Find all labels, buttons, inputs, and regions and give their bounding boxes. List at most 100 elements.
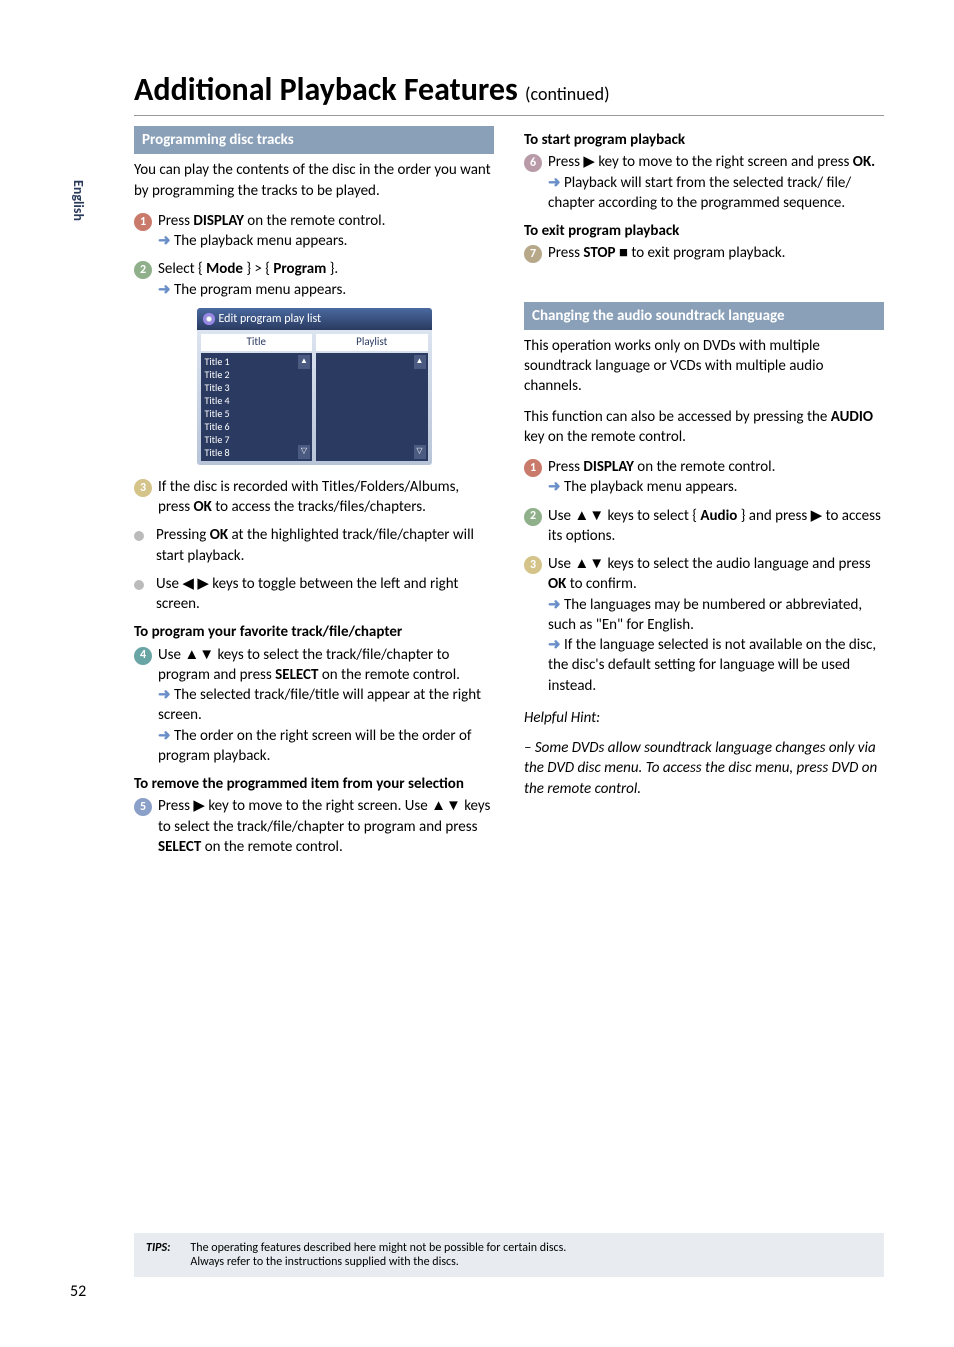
pb-header: Edit program play list xyxy=(197,308,432,330)
p2-b: AUDIO xyxy=(831,408,873,426)
pb-title: Title 1 xyxy=(205,355,309,368)
arrow-icon: ➜ xyxy=(548,596,561,614)
up-arrow-icon xyxy=(184,646,199,664)
subhead-start-playback: To start program playback xyxy=(524,130,884,150)
step-number-6: 6 xyxy=(524,154,542,172)
step-2: 2 Select { Mode } > { Program }. ➜ The p… xyxy=(134,259,494,300)
step-6: 6 Press key to move to the right screen … xyxy=(524,152,884,213)
s4-d: on the remote control. xyxy=(318,666,459,684)
step2-e: }. xyxy=(326,260,338,278)
rs1-c: on the remote control. xyxy=(634,458,775,476)
section-head-programming: Programming disc tracks xyxy=(134,126,494,154)
program-list-graphic: Edit program play list Title Title 1 Tit… xyxy=(197,308,432,465)
rstep-3: 3 Use keys to select the audio language … xyxy=(524,554,884,696)
s6-res: Playback will start from the selected tr… xyxy=(548,174,851,212)
left-column: Programming disc tracks You can play the… xyxy=(134,126,494,865)
s7-b: STOP xyxy=(583,244,619,262)
rs3-d: to confirm. xyxy=(566,575,636,593)
pb-col1-head: Title xyxy=(201,334,313,351)
language-tab: English xyxy=(70,180,87,221)
tips-label: TIPS: xyxy=(146,1241,170,1269)
bullet-2: Use keys to toggle between the left and … xyxy=(134,574,494,615)
pb-playlist: ▲ ▽ xyxy=(316,353,428,461)
stop-icon xyxy=(619,244,628,262)
left-arrow-icon xyxy=(182,575,194,593)
rs3-r2: If the language selected is not availabl… xyxy=(548,636,876,695)
section-head-audio: Changing the audio soundtrack language xyxy=(524,302,884,330)
pb-title: Title 3 xyxy=(205,381,309,394)
step3-c: to access the tracks/files/chapters. xyxy=(212,498,426,516)
page-title: Additional Playback Features (continued) xyxy=(134,70,884,109)
step-number-1: 1 xyxy=(134,213,152,231)
down-arrow-icon xyxy=(589,555,604,573)
rstep-2: 2 Use keys to select { Audio } and press… xyxy=(524,506,884,547)
tips-line-1: The operating features described here mi… xyxy=(190,1241,566,1255)
bullet-icon xyxy=(134,531,144,541)
right-arrow-icon xyxy=(197,575,209,593)
step2-c: } > { xyxy=(243,260,273,278)
audio-p2: This function can also be accessed by pr… xyxy=(524,407,884,448)
pb-title: Title 4 xyxy=(205,394,309,407)
pb-title: Title 6 xyxy=(205,420,309,433)
s5-b: key to move to the right screen. Use xyxy=(205,797,431,815)
right-arrow-icon xyxy=(193,797,205,815)
pb-title: Title 2 xyxy=(205,368,309,381)
step1-text-a: Press xyxy=(158,212,193,230)
down-arrow-icon xyxy=(589,507,604,525)
b2-a: Use xyxy=(156,575,182,593)
pb-title: Title 7 xyxy=(205,433,309,446)
s7-a: Press xyxy=(548,244,583,262)
rstep-1: 1 Press DISPLAY on the remote control. ➜… xyxy=(524,457,884,498)
pb-title: Title 5 xyxy=(205,407,309,420)
step-5: 5 Press key to move to the right screen.… xyxy=(134,796,494,857)
rs1-b: DISPLAY xyxy=(583,458,634,476)
rs2-c: Audio xyxy=(700,507,737,525)
step-number-3: 3 xyxy=(524,556,542,574)
step2-result: The program menu appears. xyxy=(171,281,347,299)
arrow-icon: ➜ xyxy=(158,727,171,745)
up-arrow-icon xyxy=(431,797,446,815)
rs2-a: Use xyxy=(548,507,574,525)
hint-head: Helpful Hint: xyxy=(524,708,884,728)
rs1-a: Press xyxy=(548,458,583,476)
arrow-icon: ➜ xyxy=(548,636,561,654)
s4-a: Use xyxy=(158,646,184,664)
right-arrow-icon xyxy=(811,507,823,525)
step2-d: Program xyxy=(273,260,326,278)
subhead-remove: To remove the programmed item from your … xyxy=(134,774,494,794)
step1-text-c: on the remote control. xyxy=(244,212,385,230)
rs3-c: OK xyxy=(548,575,566,593)
subhead-exit-playback: To exit program playback xyxy=(524,221,884,241)
step2-b: Mode xyxy=(206,260,243,278)
right-arrow-icon xyxy=(583,153,595,171)
s5-a: Press xyxy=(158,797,193,815)
step-number-1: 1 xyxy=(524,459,542,477)
p2-c: key on the remote control. xyxy=(524,428,686,446)
step1-result: The playback menu appears. xyxy=(171,232,348,250)
up-arrow-icon xyxy=(574,507,589,525)
rs3-a: Use xyxy=(548,555,574,573)
audio-p1: This operation works only on DVDs with m… xyxy=(524,336,884,397)
step-number-2: 2 xyxy=(134,261,152,279)
s4-r2: The order on the right screen will be th… xyxy=(158,727,472,765)
tips-box: TIPS: The operating features described h… xyxy=(134,1233,884,1277)
scroll-down-icon: ▽ xyxy=(298,445,310,459)
scroll-up-icon: ▲ xyxy=(298,355,310,369)
down-arrow-icon xyxy=(199,646,214,664)
rs3-b: keys to select the audio language and pr… xyxy=(604,555,871,573)
tips-line-2: Always refer to the instructions supplie… xyxy=(190,1255,566,1269)
pb-title: Title 8 xyxy=(205,446,309,459)
step-number-3: 3 xyxy=(134,479,152,497)
disc-icon xyxy=(203,313,215,325)
page-number: 52 xyxy=(70,1282,86,1301)
arrow-icon: ➜ xyxy=(158,686,171,704)
title-rule xyxy=(134,115,884,116)
step-number-2: 2 xyxy=(524,508,542,526)
step-number-5: 5 xyxy=(134,798,152,816)
step1-key: DISPLAY xyxy=(193,212,244,230)
subhead-program-fav: To program your favorite track/file/chap… xyxy=(134,622,494,642)
step-3: 3 If the disc is recorded with Titles/Fo… xyxy=(134,477,494,518)
bullet-icon xyxy=(134,580,144,590)
step-1: 1 Press DISPLAY on the remote control. ➜… xyxy=(134,211,494,252)
rs1-res: The playback menu appears. xyxy=(561,478,738,496)
